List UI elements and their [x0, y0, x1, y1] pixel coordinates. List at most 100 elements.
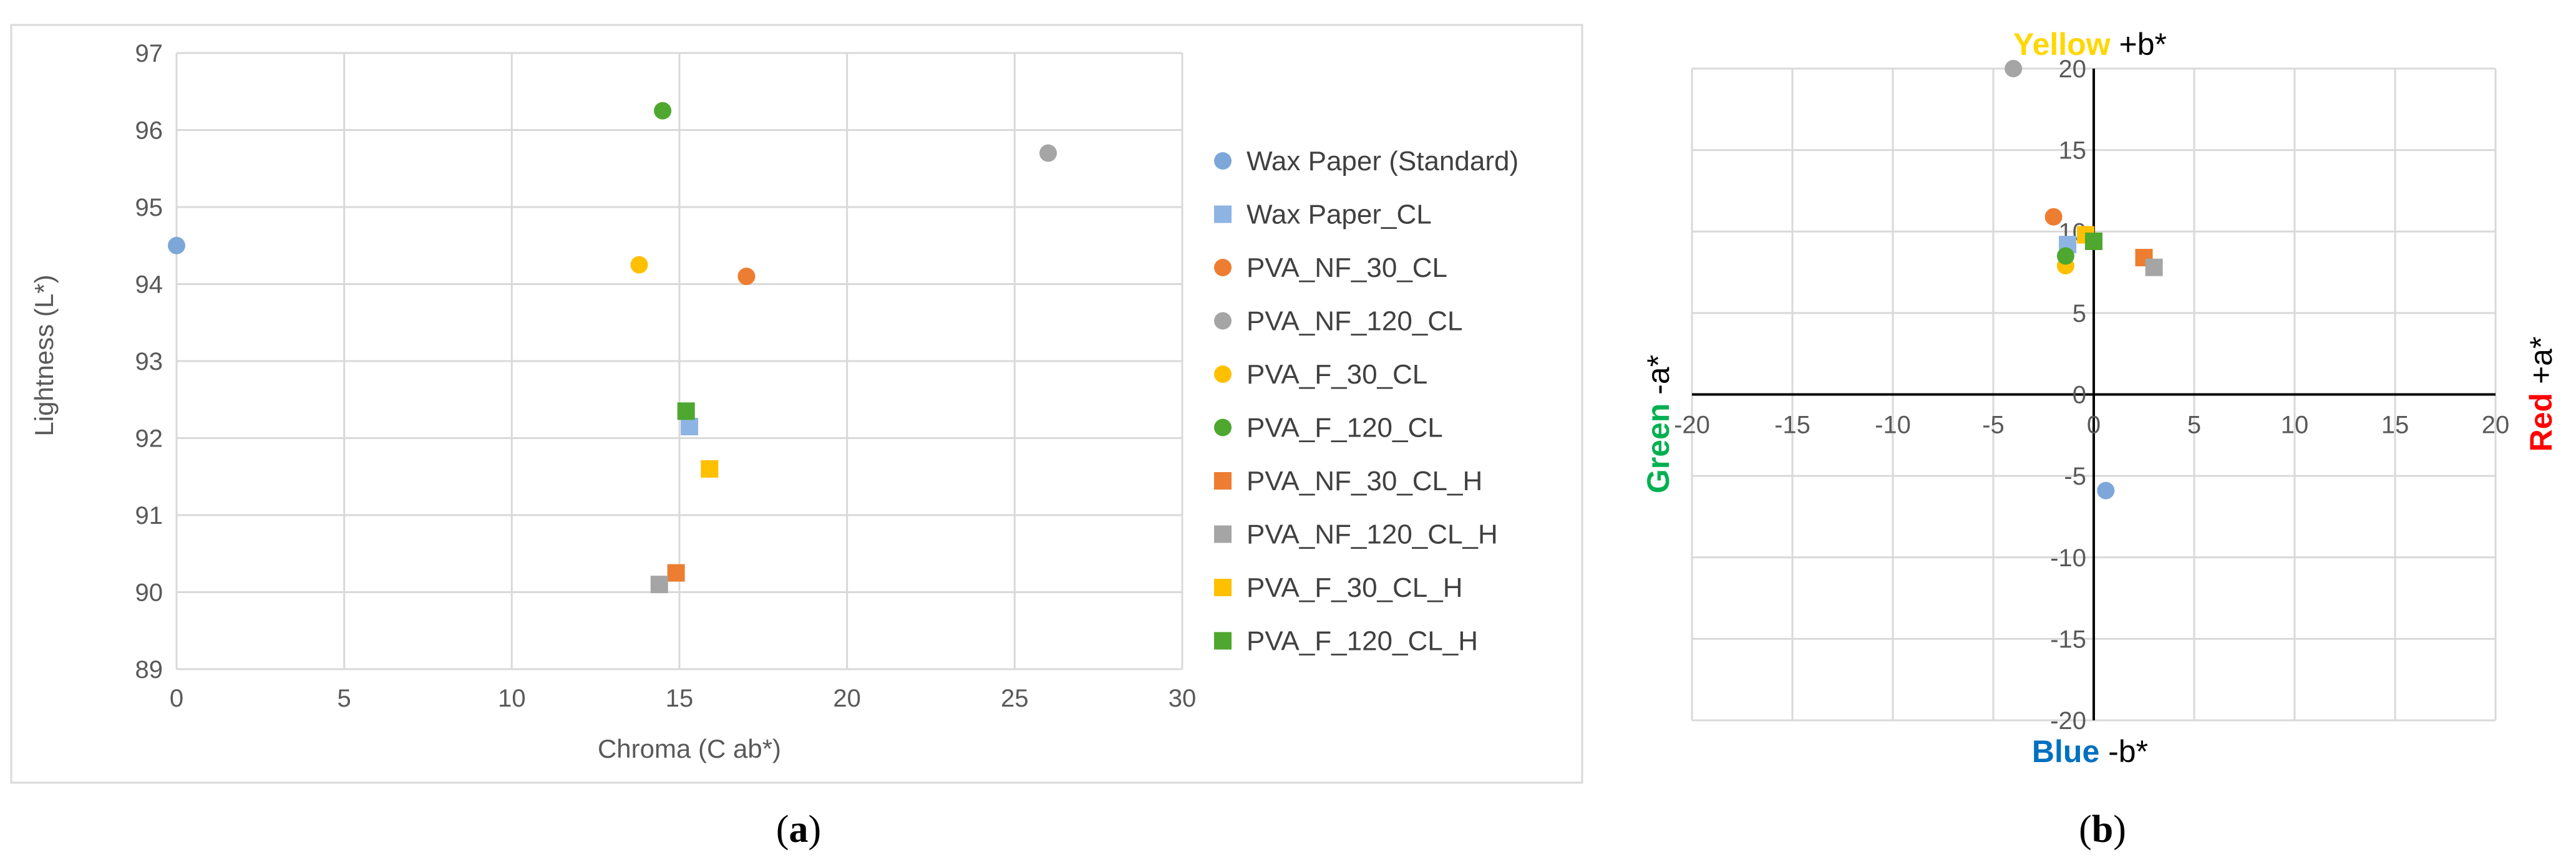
legend-label: PVA_NF_120_CL	[1247, 306, 1463, 337]
caption-b-label: b	[2092, 808, 2113, 851]
panel-b-x-tick: 10	[2281, 412, 2309, 439]
panel-b-data-points	[2005, 60, 2163, 500]
panel-b-y-tick: 0	[2073, 382, 2086, 409]
caption-a: (a)	[776, 808, 821, 851]
panel-a-y-tick: 91	[135, 502, 163, 529]
legend-label: PVA_NF_120_CL_H	[1247, 519, 1498, 550]
legend-label: PVA_NF_30_CL	[1247, 253, 1447, 283]
legend-label: PVA_F_120_CL_H	[1247, 626, 1478, 657]
panel-a-x-tick: 10	[498, 685, 526, 712]
panel-a-data-points	[168, 102, 1057, 594]
caption-a-label: a	[789, 808, 809, 851]
panel-a-y-axis-title: Lightness (L*)	[29, 274, 59, 436]
panel-a-x-tick: 0	[170, 685, 183, 712]
panel-a-x-tick: 20	[833, 685, 861, 712]
panel-b-left-rest: -a*	[1641, 355, 1676, 404]
panel-b-x-tick: -10	[1875, 412, 1911, 439]
panel-b-point-pva-f-120-cl	[2056, 247, 2074, 265]
panel-a-y-tick: 95	[135, 194, 163, 221]
panel-b-y-tick: -15	[2050, 626, 2086, 653]
legend-marker-pva-f-120-cl	[1214, 418, 1232, 437]
panel-a-x-tick: 15	[666, 685, 694, 712]
panel-a-point-pva-f-30-cl-h	[701, 460, 719, 478]
panel-b-y-tick: -20	[2050, 707, 2086, 735]
panel-b-top-label: Yellow +b*	[2013, 27, 2167, 62]
panel-b-point-pva-nf-30-cl	[2044, 208, 2063, 226]
panel-b-left-word: Green	[1641, 404, 1676, 494]
panel-a-point-wax-paper-cl	[681, 417, 699, 435]
panel-a-point-pva-nf-30-cl	[737, 268, 756, 286]
panel-a-y-tick: 92	[135, 425, 163, 453]
panel-b-top-word: Yellow	[2013, 27, 2111, 62]
legend-marker-pva-f-120-cl-h	[1214, 632, 1232, 650]
panel-a: 0 5 10 15 20 25 30 89 90 91 92 93 94 95 96 97 Chroma (C…	[10, 24, 1583, 784]
panel-b-x-tick: 15	[2381, 412, 2409, 439]
panel-a-y-tick: 93	[135, 348, 163, 375]
panel-a-point-pva-f-120-cl	[654, 102, 672, 120]
panel-b-x-tick: -15	[1774, 412, 1810, 439]
panel-a-x-axis-title: Chroma (C ab*)	[598, 734, 781, 763]
panel-a-y-tick: 89	[135, 656, 163, 684]
panel-a-point-pva-nf-120-cl	[1039, 144, 1057, 162]
legend-marker-pva-f-30-cl	[1214, 365, 1232, 383]
panel-a-gridlines	[175, 52, 1184, 670]
legend-item-pva-f-120-cl: PVA_F_120_CL	[1214, 413, 1443, 443]
panel-b-y-tick: 20	[2059, 56, 2087, 83]
panel-b-x-tick: 5	[2187, 412, 2201, 439]
panel-b-point-pva-nf-120-cl	[2005, 60, 2023, 77]
panel-a-point-pva-nf-120-cl-h	[650, 576, 668, 594]
panel-b-bottom-word: Blue	[2032, 734, 2099, 769]
panel-a-y-tick: 94	[135, 271, 163, 299]
panel-b-y-tick: 15	[2059, 137, 2087, 165]
panel-a-legend: Wax Paper (Standard) Wax Paper_CL PVA_NF_3…	[1214, 146, 1519, 657]
panel-b-right-label: Red +a*	[2524, 337, 2559, 452]
panel-b-x-tick: -5	[1982, 412, 2005, 439]
panel-b-right-rest: +a*	[2524, 337, 2559, 393]
panel-b-bottom-label: Blue -b*	[2032, 734, 2148, 769]
legend-label: PVA_F_120_CL	[1247, 413, 1443, 443]
legend-marker-pva-nf-120-cl-h	[1214, 525, 1232, 543]
panel-b-point-pva-nf-120-cl-h	[2145, 258, 2163, 276]
panel-b-axes	[1692, 69, 2496, 720]
legend-item-pva-f-30-cl: PVA_F_30_CL	[1214, 359, 1427, 390]
legend-item-pva-f-30-cl-h: PVA_F_30_CL_H	[1214, 573, 1463, 603]
panel-b-y-tick: -10	[2050, 544, 2086, 572]
legend-label: PVA_NF_30_CL_H	[1247, 466, 1482, 496]
panel-b-x-tick: 20	[2482, 412, 2510, 439]
panel-a-point-wax-paper-standard	[168, 236, 185, 254]
legend-label: PVA_F_30_CL_H	[1247, 573, 1463, 603]
legend-marker-pva-nf-120-cl	[1214, 312, 1232, 330]
legend-marker-wax-paper-standard	[1214, 152, 1232, 170]
legend-item-wax-paper-standard: Wax Paper (Standard)	[1214, 146, 1519, 176]
panel-b-point-pva-f-120-cl-h	[2085, 232, 2102, 250]
legend-item-wax-paper-cl: Wax Paper_CL	[1214, 200, 1432, 230]
panel-a-x-tick: 25	[1001, 685, 1029, 712]
legend-item-pva-nf-120-cl: PVA_NF_120_CL	[1214, 306, 1463, 337]
legend-item-pva-nf-30-cl-h: PVA_NF_30_CL_H	[1214, 466, 1482, 496]
legend-marker-pva-f-30-cl-h	[1214, 579, 1232, 596]
panel-a-x-tick: 5	[338, 685, 351, 712]
legend-item-pva-nf-30-cl: PVA_NF_30_CL	[1214, 253, 1447, 283]
legend-label: PVA_F_30_CL	[1247, 359, 1427, 390]
legend-label: Wax Paper (Standard)	[1247, 146, 1519, 176]
panel-b-left-label: Green -a*	[1641, 355, 1676, 493]
panel-b-point-wax-paper-standard	[2097, 481, 2115, 500]
panel-b-top-rest: +b*	[2111, 27, 2167, 62]
legend-marker-pva-nf-30-cl-h	[1214, 472, 1232, 490]
panel-b-bottom-rest: -b*	[2099, 734, 2148, 769]
panel-a-tick-labels: 0 5 10 15 20 25 30 89 90 91 92 93 94 95 96 97	[135, 40, 1197, 712]
legend-marker-pva-nf-30-cl	[1214, 259, 1232, 276]
panel-a-x-tick: 30	[1169, 685, 1197, 712]
panel-a-y-tick: 90	[135, 579, 163, 607]
panel-a-point-pva-f-120-cl-h	[677, 402, 695, 420]
panel-b-x-tick: -20	[1674, 412, 1710, 439]
panel-b-y-tick: -5	[2064, 463, 2086, 490]
panel-a-chart-area	[10, 24, 1583, 784]
panel-b-right-word: Red	[2524, 393, 2559, 452]
legend-item-pva-f-120-cl-h: PVA_F_120_CL_H	[1214, 626, 1478, 657]
panel-a-point-pva-nf-30-cl-h	[667, 564, 685, 582]
panel-b-x-tick: 0	[2087, 412, 2101, 439]
legend-marker-wax-paper-cl	[1214, 205, 1232, 223]
